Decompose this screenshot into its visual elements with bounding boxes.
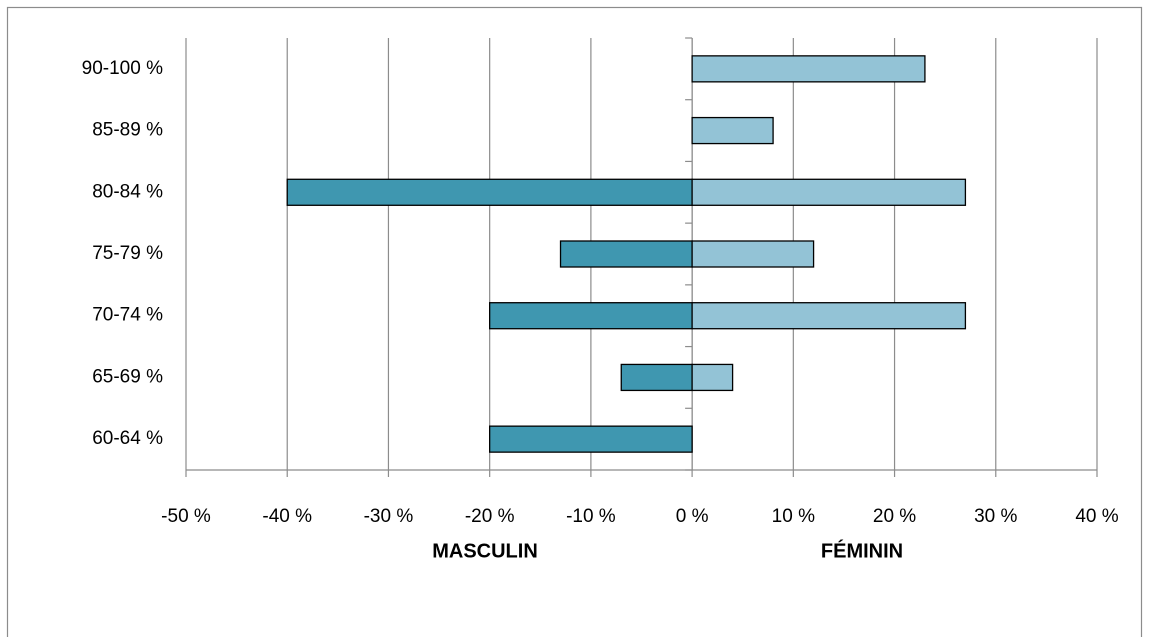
- bar: [691, 302, 967, 330]
- bar: [286, 178, 693, 206]
- bar: [691, 240, 815, 268]
- x-tick-label: -20 %: [465, 506, 515, 527]
- x-tick-label: 20 %: [873, 506, 916, 527]
- x-tick-label: -50 %: [161, 506, 211, 527]
- bar: [691, 363, 734, 392]
- x-tick-label: 0 %: [676, 506, 709, 527]
- series-label: FÉMININ: [821, 539, 903, 562]
- bar: [691, 55, 926, 83]
- series-label: MASCULIN: [432, 540, 538, 562]
- y-tick-label: 60-64 %: [92, 428, 163, 449]
- bar: [489, 425, 693, 453]
- x-tick-label: -40 %: [262, 506, 312, 527]
- y-tick-label: 75-79 %: [92, 243, 163, 264]
- bar: [691, 116, 774, 145]
- chart-frame: [6, 6, 1143, 637]
- y-tick-label: 90-100 %: [82, 58, 163, 79]
- y-tick-label: 70-74 %: [92, 305, 163, 326]
- x-tick-label: 10 %: [772, 506, 815, 527]
- y-tick-label: 80-84 %: [92, 181, 163, 202]
- bar: [691, 178, 967, 206]
- y-tick-label: 85-89 %: [92, 120, 163, 141]
- x-tick-label: 30 %: [974, 506, 1017, 527]
- x-tick-label: -30 %: [364, 506, 414, 527]
- y-tick-label: 65-69 %: [92, 366, 163, 387]
- bar: [489, 302, 693, 330]
- bar: [559, 240, 693, 268]
- x-tick-label: 40 %: [1075, 506, 1118, 527]
- x-tick-label: -10 %: [566, 506, 616, 527]
- bar: [620, 363, 693, 392]
